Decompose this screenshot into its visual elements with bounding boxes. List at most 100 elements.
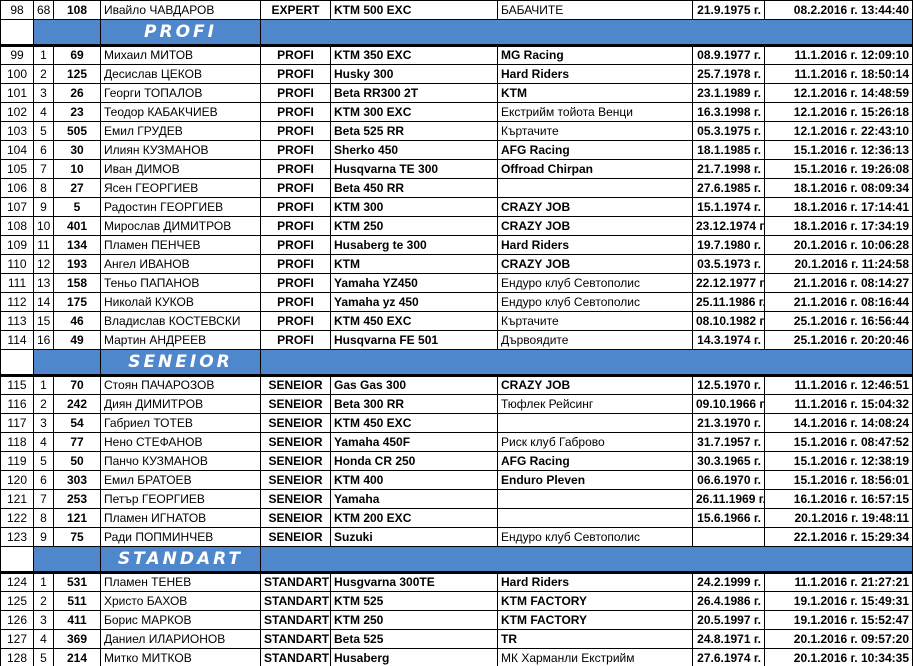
row-number-cell: 110 <box>0 254 34 274</box>
birth-date-cell: 09.10.1966 г. <box>692 394 765 414</box>
class-position-cell: 2 <box>33 64 54 84</box>
rider-name-cell: Пламен ИГНАТОВ <box>100 508 261 528</box>
class-position-cell: 3 <box>33 83 54 103</box>
rider-row: 123 9 75 Ради ПОПМИНЧЕВ SENEIOR Suzuki Ендуро … <box>0 527 913 547</box>
team-cell: Hard Riders <box>497 235 693 255</box>
rider-row: 103 5 505 Емил ГРУДЕВ PROFI Beta 525 RR Къртач… <box>0 121 913 141</box>
row-number-cell: 104 <box>0 140 34 160</box>
row-number-cell: 99 <box>0 45 34 65</box>
row-number-cell: 103 <box>0 121 34 141</box>
rider-name-cell: Пламен ТЕНЕВ <box>100 572 261 592</box>
birth-date-cell: 26.11.1969 г. <box>692 489 765 509</box>
rider-name-cell: Ясен ГЕОРГИЕВ <box>100 178 261 198</box>
rider-row: 124 1 531 Пламен ТЕНЕВ STANDART Husgvarna 300… <box>0 572 913 592</box>
row-number-cell: 118 <box>0 432 34 452</box>
row-number-cell: 98 <box>0 0 34 20</box>
team-cell: Къртачите <box>497 311 693 331</box>
rider-name-cell: Ради ПОПМИНЧЕВ <box>100 527 261 547</box>
rider-row: 109 11 134 Пламен ПЕНЧЕВ PROFI Husaberg te 30… <box>0 235 913 255</box>
rider-row: 115 1 70 Стоян ПАЧАРОЗОВ SENEIOR Gas Gas 300 C… <box>0 375 913 395</box>
team-cell: Offroad Chirpan <box>497 159 693 179</box>
team-cell: CRAZY JOB <box>497 254 693 274</box>
rider-row: 110 12 193 Ангел ИВАНОВ PROFI KTM CRAZY JOB 03.… <box>0 254 913 274</box>
class-position-cell: 11 <box>33 235 54 255</box>
bike-cell: Beta RR300 2T <box>330 83 498 103</box>
team-cell: Къртачите <box>497 121 693 141</box>
bike-cell: KTM <box>330 254 498 274</box>
bike-cell: KTM 450 EXC <box>330 311 498 331</box>
class-cell: PROFI <box>260 330 331 350</box>
section-header-right-band <box>260 349 913 377</box>
birth-date-cell: 23.12.1974 г. <box>692 216 765 236</box>
rider-name-cell: Десислав ЦЕКОВ <box>100 64 261 84</box>
registration-time-cell: 11.1.2016 г. 15:04:32 <box>764 394 913 414</box>
row-number-cell: 121 <box>0 489 34 509</box>
class-cell: SENEIOR <box>260 489 331 509</box>
race-number-cell: 75 <box>53 527 101 547</box>
registration-time-cell: 20.1.2016 г. 10:06:28 <box>764 235 913 255</box>
rider-row: 105 7 10 Иван ДИМОВ PROFI Husqvarna TE 300 Off… <box>0 159 913 179</box>
registration-time-cell: 20.1.2016 г. 19:48:11 <box>764 508 913 528</box>
class-position-cell: 5 <box>33 648 54 666</box>
team-cell: TR <box>497 629 693 649</box>
class-cell: PROFI <box>260 178 331 198</box>
rider-row: 106 8 27 Ясен ГЕОРГИЕВ PROFI Beta 450 RR 27.6.… <box>0 178 913 198</box>
bike-cell: Beta 450 RR <box>330 178 498 198</box>
rider-row: 101 3 26 Георги ТОПАЛОВ PROFI Beta RR300 2T KT… <box>0 83 913 103</box>
rider-name-cell: Стоян ПАЧАРОЗОВ <box>100 375 261 395</box>
team-cell <box>497 489 693 509</box>
bike-cell: KTM 525 <box>330 591 498 611</box>
rider-row: 127 4 369 Даниел ИЛАРИОНОВ STANDART Beta 525 T… <box>0 629 913 649</box>
section-header-row: SENEIOR <box>0 349 913 377</box>
class-cell: PROFI <box>260 254 331 274</box>
team-cell: Тюфлек Рейсинг <box>497 394 693 414</box>
registration-time-cell: 14.1.2016 г. 14:08:24 <box>764 413 913 433</box>
section-header-row: STANDART <box>0 546 913 574</box>
section-header-spacer-cell <box>0 349 34 377</box>
birth-date-cell: 21.7.1998 г. <box>692 159 765 179</box>
row-number-cell: 120 <box>0 470 34 490</box>
bike-cell: Yamaha YZ450 <box>330 273 498 293</box>
rider-name-cell: Даниел ИЛАРИОНОВ <box>100 629 261 649</box>
class-cell: PROFI <box>260 235 331 255</box>
race-number-cell: 253 <box>53 489 101 509</box>
birth-date-cell: 23.1.1989 г. <box>692 83 765 103</box>
class-cell: STANDART <box>260 629 331 649</box>
row-number-cell: 108 <box>0 216 34 236</box>
team-cell <box>497 508 693 528</box>
race-number-cell: 158 <box>53 273 101 293</box>
rider-name-cell: Ангел ИВАНОВ <box>100 254 261 274</box>
bike-cell: Husky 300 <box>330 64 498 84</box>
rider-row: 128 5 214 Митко МИТКОВ STANDART Husaberg МК Ха… <box>0 648 913 666</box>
team-cell: KTM <box>497 83 693 103</box>
registration-time-cell: 19.1.2016 г. 15:49:31 <box>764 591 913 611</box>
class-cell: SENEIOR <box>260 451 331 471</box>
birth-date-cell: 18.1.1985 г. <box>692 140 765 160</box>
row-number-cell: 117 <box>0 413 34 433</box>
rider-row: 102 4 23 Теодор КАБАКЧИЕВ PROFI KTM 300 EXC Ек… <box>0 102 913 122</box>
class-cell: PROFI <box>260 216 331 236</box>
race-number-cell: 121 <box>53 508 101 528</box>
class-cell: STANDART <box>260 591 331 611</box>
class-position-cell: 4 <box>33 432 54 452</box>
class-position-cell: 5 <box>33 121 54 141</box>
team-cell: CRAZY JOB <box>497 216 693 236</box>
rider-name-cell: Теньо ПАПАНОВ <box>100 273 261 293</box>
bike-cell: Husqvarna TE 300 <box>330 159 498 179</box>
birth-date-cell: 25.7.1978 г. <box>692 64 765 84</box>
bike-cell: Yamaha yz 450 <box>330 292 498 312</box>
rider-name-cell: Михаил МИТОВ <box>100 45 261 65</box>
birth-date-cell: 08.10.1982 г. <box>692 311 765 331</box>
registration-time-cell: 19.1.2016 г. 15:52:47 <box>764 610 913 630</box>
birth-date-cell: 06.6.1970 г. <box>692 470 765 490</box>
registration-time-cell: 11.1.2016 г. 12:46:51 <box>764 375 913 395</box>
registration-time-cell: 15.1.2016 г. 19:26:08 <box>764 159 913 179</box>
registration-time-cell: 12.1.2016 г. 22:43:10 <box>764 121 913 141</box>
birth-date-cell: 27.6.1985 г. <box>692 178 765 198</box>
team-cell: Ендуро клуб Севтополис <box>497 292 693 312</box>
row-number-cell: 116 <box>0 394 34 414</box>
race-number-cell: 369 <box>53 629 101 649</box>
bike-cell: KTM 300 <box>330 197 498 217</box>
